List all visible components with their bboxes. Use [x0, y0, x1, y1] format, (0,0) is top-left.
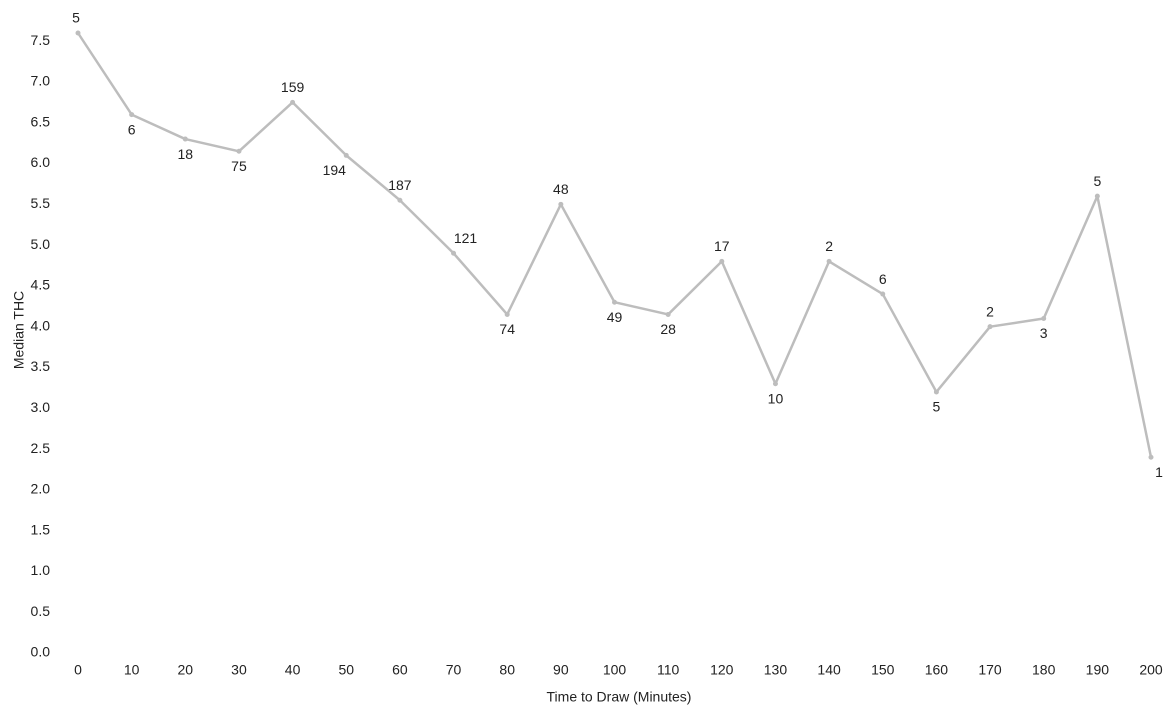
data-label: 5 — [933, 399, 941, 415]
point — [826, 258, 832, 264]
x-tick-label: 180 — [1032, 662, 1056, 678]
y-tick-label: 3.0 — [31, 399, 51, 415]
data-label: 6 — [128, 121, 136, 137]
data-label: 6 — [879, 271, 887, 287]
y-tick-label: 0.5 — [31, 603, 51, 619]
data-label: 48 — [553, 181, 569, 197]
data-label: 159 — [281, 79, 305, 95]
point — [451, 250, 457, 256]
x-tick-label: 190 — [1086, 662, 1110, 678]
point — [558, 201, 564, 207]
point — [1148, 454, 1154, 460]
point — [290, 99, 296, 105]
y-tick-label: 0.0 — [31, 644, 51, 660]
x-tick-label: 200 — [1139, 662, 1163, 678]
y-tick-label: 1.5 — [31, 521, 51, 537]
x-tick-label: 130 — [764, 662, 788, 678]
data-label: 187 — [388, 177, 412, 193]
x-tick-label: 140 — [817, 662, 841, 678]
line — [76, 32, 1153, 458]
point — [397, 197, 403, 203]
point — [612, 299, 617, 305]
point — [182, 136, 188, 142]
point — [719, 258, 725, 264]
data-label: 194 — [323, 162, 347, 178]
x-tick-label: 90 — [553, 662, 569, 678]
y-tick-label: 1.0 — [31, 562, 51, 578]
data-label: 75 — [231, 158, 247, 174]
data-label: 49 — [607, 309, 623, 325]
x-tick-label: 120 — [710, 662, 734, 678]
data-label: 121 — [454, 230, 478, 246]
x-tick-label: 70 — [446, 662, 462, 678]
data-label: 3 — [1040, 325, 1048, 341]
x-tick-label: 30 — [231, 662, 247, 678]
point — [933, 389, 939, 395]
data-label: 18 — [178, 146, 194, 162]
data-label: 17 — [714, 238, 730, 254]
point — [75, 30, 81, 36]
y-tick-label: 3.5 — [31, 358, 51, 374]
point — [987, 324, 993, 330]
x-tick-label: 0 — [74, 662, 82, 678]
x-axis-label: Time to Draw (Minutes) — [547, 689, 692, 705]
point — [343, 152, 349, 158]
point — [772, 381, 778, 387]
x-tick-label: 110 — [657, 662, 680, 678]
y-tick-label: 4.0 — [31, 317, 51, 333]
y-tick-label: 5.0 — [31, 236, 51, 252]
data-label: 28 — [660, 321, 676, 337]
point — [880, 291, 886, 297]
y-tick-label: 6.5 — [31, 113, 51, 129]
x-tick-label: 40 — [285, 662, 301, 678]
data-label: 74 — [499, 321, 515, 337]
x-tick-label: 10 — [124, 662, 140, 678]
x-tick-label: 50 — [338, 662, 354, 678]
point — [129, 112, 135, 118]
x-tick-label: 80 — [499, 662, 515, 678]
x-tick-label: 20 — [178, 662, 194, 678]
point — [1041, 316, 1047, 322]
y-tick-label: 2.0 — [31, 481, 51, 497]
x-tick-label: 160 — [925, 662, 949, 678]
y-tick-label: 5.5 — [31, 195, 51, 211]
x-tick-label: 170 — [978, 662, 1002, 678]
x-tick-label: 100 — [603, 662, 627, 678]
y-tick-label: 4.5 — [31, 277, 51, 293]
y-tick-label: 6.0 — [31, 154, 51, 170]
y-axis-label: Median THC — [11, 291, 27, 369]
data-label: 5 — [1093, 173, 1101, 189]
y-tick-label: 7.0 — [31, 73, 51, 89]
y-tick-label: 2.5 — [31, 440, 51, 456]
point — [665, 311, 671, 317]
point — [1094, 193, 1100, 199]
y-tick-label: 7.5 — [31, 32, 51, 48]
x-tick-label: 150 — [871, 662, 895, 678]
data-label: 2 — [825, 238, 833, 254]
x-tick-label: 60 — [392, 662, 408, 678]
data-label: 10 — [768, 390, 784, 406]
data-label: 5 — [72, 10, 80, 26]
point — [236, 148, 242, 154]
data-label: 2 — [986, 303, 994, 319]
point — [504, 311, 510, 317]
data-label: 1 — [1155, 464, 1163, 480]
